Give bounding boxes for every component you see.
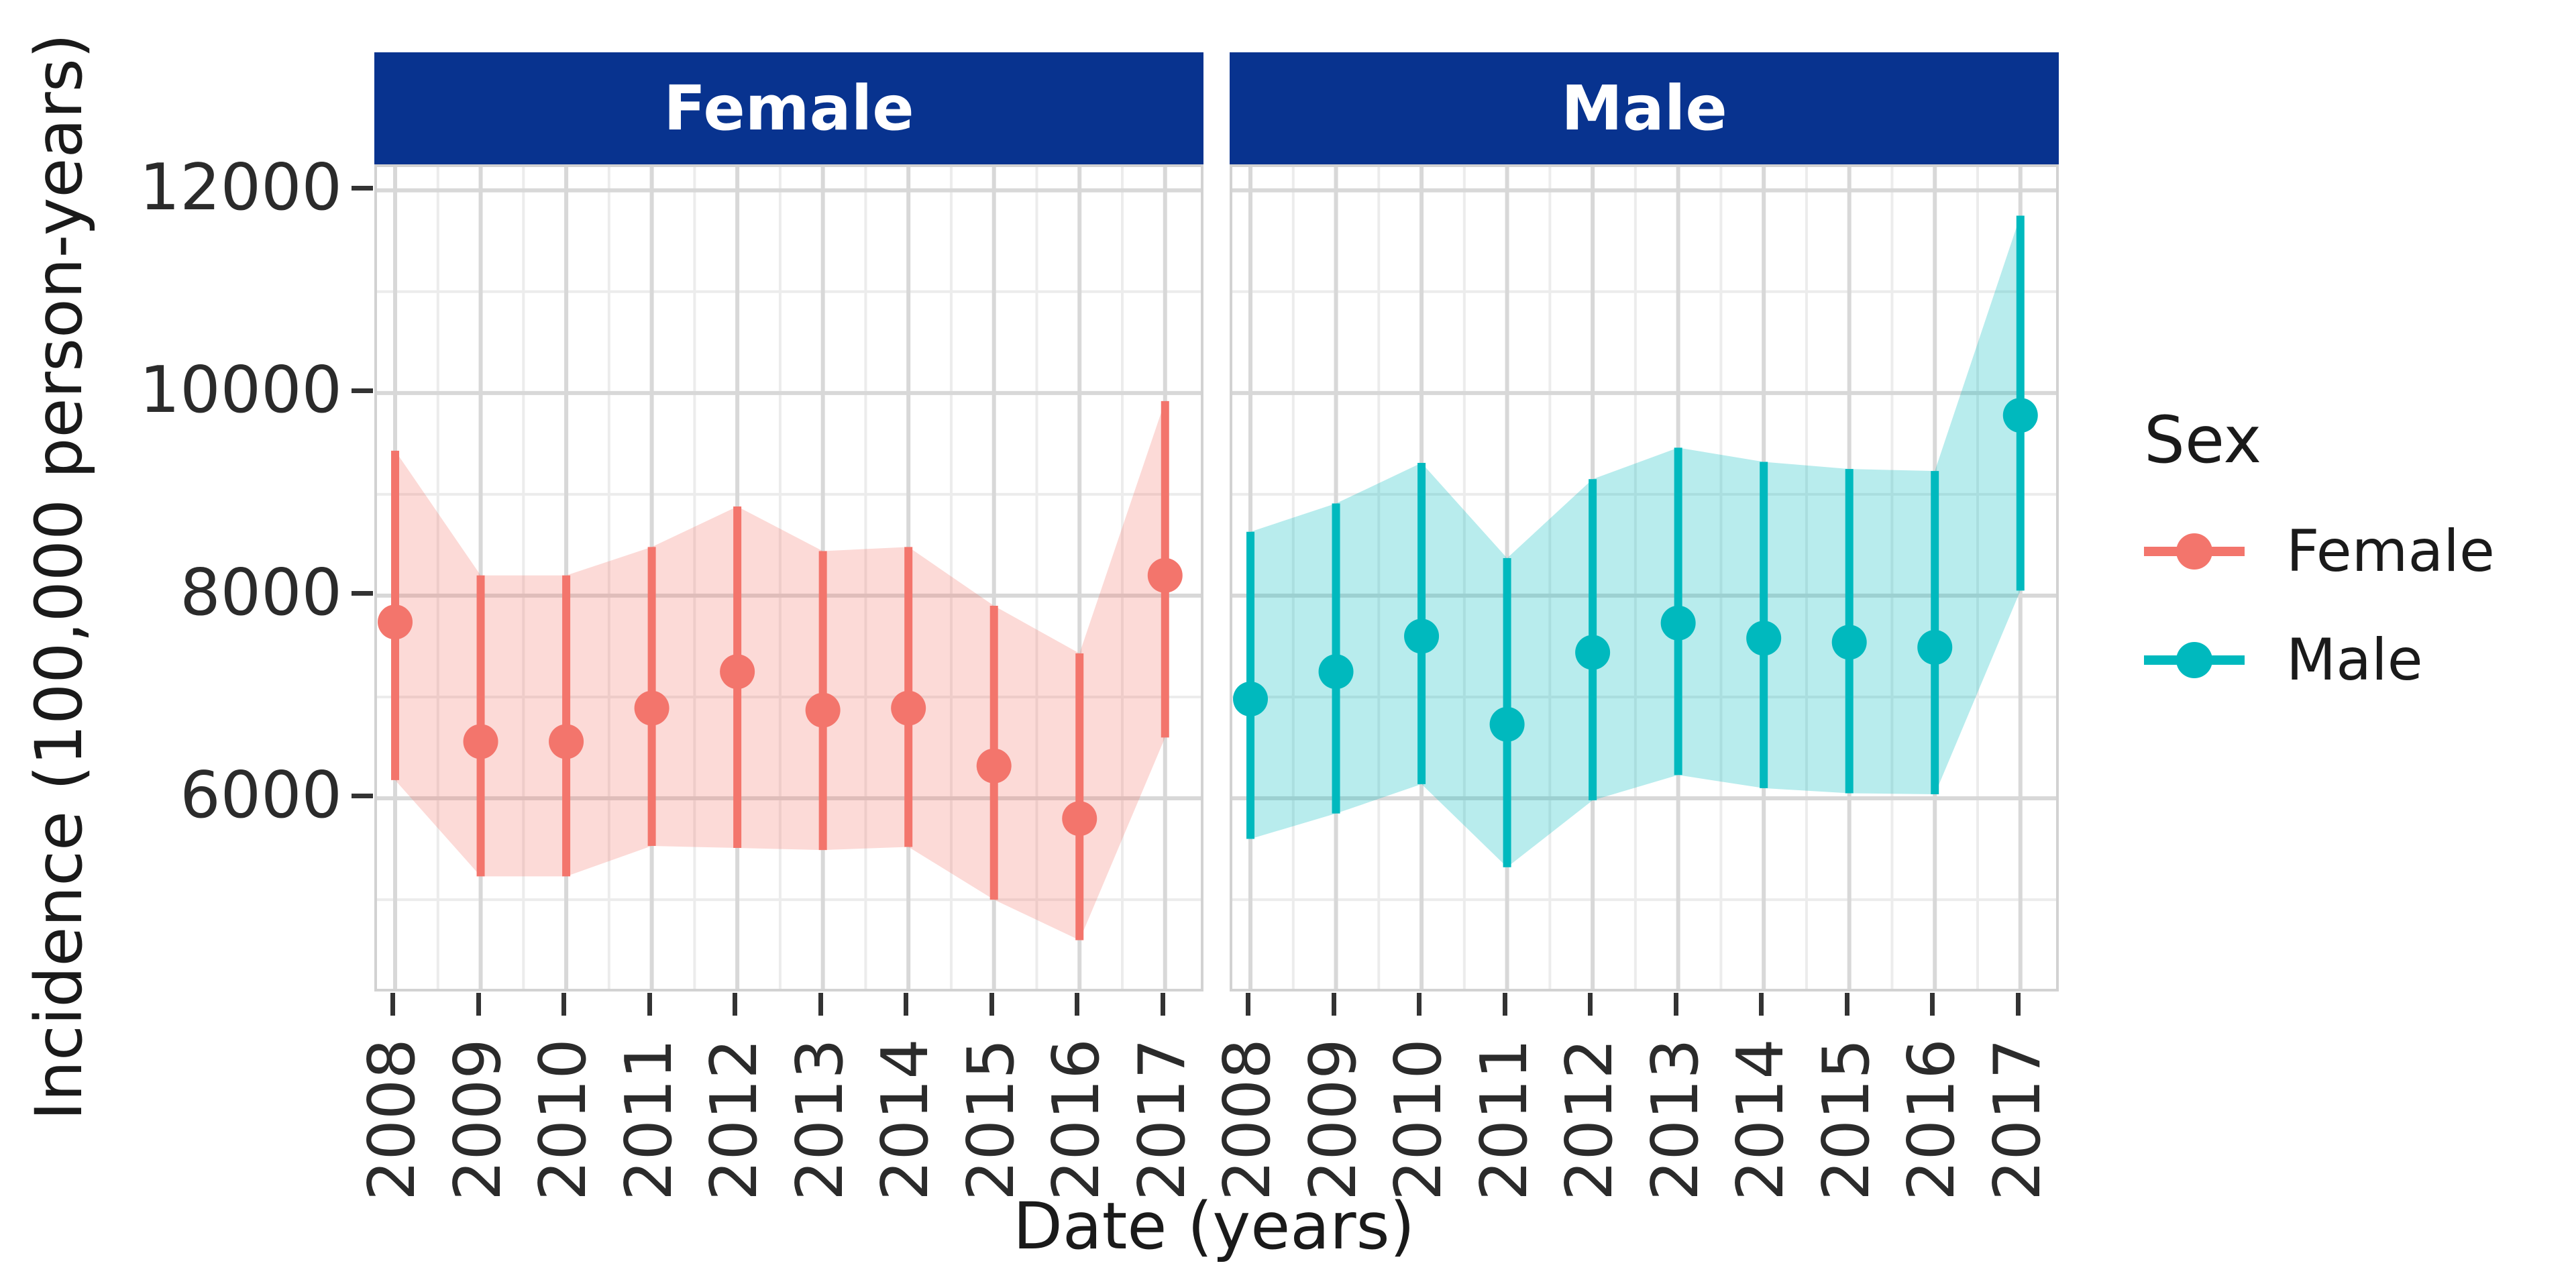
x-tick-label: 2009 xyxy=(1296,1038,1371,1201)
data-point xyxy=(378,604,413,640)
data-point xyxy=(891,690,926,726)
legend-item-male: Male xyxy=(2144,627,2495,694)
x-tick-label: 2017 xyxy=(1980,1038,2055,1201)
confidence-ribbon xyxy=(395,400,1165,941)
x-tick-label: 2009 xyxy=(441,1038,515,1201)
x-tick-label: 2011 xyxy=(612,1038,686,1201)
x-tick-label: 2015 xyxy=(1809,1038,1884,1201)
x-tick-label: 2013 xyxy=(1638,1038,1713,1201)
y-axis-title: Incidence (100,000 person-years) xyxy=(21,33,97,1121)
x-tick-label: 2016 xyxy=(1040,1038,1114,1201)
y-tick-mark xyxy=(352,794,373,799)
facet-strip-label: Female xyxy=(663,72,914,144)
x-tick-label: 2016 xyxy=(1895,1038,1970,1201)
x-tick-label: 2014 xyxy=(1724,1038,1799,1201)
x-tick-mark xyxy=(1417,993,1422,1016)
x-tick-mark xyxy=(1759,993,1764,1016)
x-tick-label: 2012 xyxy=(1553,1038,1627,1201)
legend-label: Male xyxy=(2286,627,2423,694)
y-tick-mark xyxy=(352,185,373,191)
x-tick-label: 2010 xyxy=(527,1038,601,1201)
x-tick-mark xyxy=(390,993,396,1016)
data-point xyxy=(1147,557,1183,593)
x-tick-mark xyxy=(561,993,567,1016)
data-point xyxy=(1746,621,1782,656)
panel-female xyxy=(374,164,1203,991)
data-point xyxy=(1233,682,1269,717)
data-point xyxy=(1318,654,1354,690)
data-point xyxy=(976,748,1012,784)
facet-strip-male: Male xyxy=(1230,52,2059,164)
x-axis-title: Date (years) xyxy=(1012,1189,1415,1264)
x-tick-mark xyxy=(476,993,481,1016)
x-tick-label: 2015 xyxy=(954,1038,1028,1201)
male-plot-area xyxy=(1232,167,2056,989)
data-point xyxy=(1575,635,1611,670)
y-tick-label: 8000 xyxy=(180,555,342,630)
x-tick-mark xyxy=(1331,993,1336,1016)
y-tick-mark xyxy=(352,388,373,393)
female-pointrange-icon xyxy=(2144,518,2245,585)
x-tick-mark xyxy=(818,993,823,1016)
x-tick-mark xyxy=(1502,993,1507,1016)
y-tick-label: 12000 xyxy=(139,150,342,225)
y-tick-label: 10000 xyxy=(139,353,342,427)
data-point xyxy=(1489,706,1525,742)
data-point xyxy=(1062,801,1097,837)
facet-strip-label: Male xyxy=(1561,72,1727,144)
x-tick-mark xyxy=(1160,993,1165,1016)
x-tick-mark xyxy=(1075,993,1080,1016)
x-tick-mark xyxy=(1246,993,1251,1016)
x-tick-mark xyxy=(2015,993,2021,1016)
x-tick-mark xyxy=(1844,993,1849,1016)
facet-strip-female: Female xyxy=(374,52,1203,164)
x-tick-label: 2017 xyxy=(1125,1038,1199,1201)
data-point xyxy=(1660,605,1696,641)
x-tick-label: 2012 xyxy=(698,1038,772,1201)
data-point xyxy=(805,692,841,728)
data-point xyxy=(549,724,584,759)
x-tick-mark xyxy=(904,993,909,1016)
confidence-ribbon xyxy=(1250,215,2021,867)
x-tick-mark xyxy=(1673,993,1678,1016)
male-pointrange-icon xyxy=(2144,627,2245,694)
x-tick-label: 2008 xyxy=(356,1038,430,1201)
data-point xyxy=(1831,625,1867,660)
y-tick-mark xyxy=(352,590,373,596)
data-point xyxy=(720,654,755,690)
x-tick-mark xyxy=(1930,993,1935,1016)
legend: Sex Female Male xyxy=(2144,402,2495,735)
legend-title: Sex xyxy=(2144,402,2262,478)
legend-item-female: Female xyxy=(2144,518,2495,585)
x-tick-label: 2013 xyxy=(783,1038,857,1201)
x-tick-label: 2011 xyxy=(1467,1038,1542,1201)
panel-male xyxy=(1230,164,2059,991)
data-point xyxy=(1917,629,1953,665)
x-tick-mark xyxy=(989,993,994,1016)
data-point xyxy=(2002,398,2038,433)
x-tick-label: 2014 xyxy=(869,1038,943,1201)
legend-label: Female xyxy=(2286,518,2495,585)
x-tick-mark xyxy=(733,993,738,1016)
x-tick-label: 2010 xyxy=(1382,1038,1456,1201)
x-tick-mark xyxy=(647,993,652,1016)
data-point xyxy=(463,724,498,759)
x-tick-mark xyxy=(1588,993,1593,1016)
x-tick-label: 2008 xyxy=(1211,1038,1285,1201)
female-plot-area xyxy=(377,167,1201,989)
data-point xyxy=(1404,619,1440,654)
y-tick-label: 6000 xyxy=(180,759,342,833)
data-point xyxy=(634,690,669,726)
